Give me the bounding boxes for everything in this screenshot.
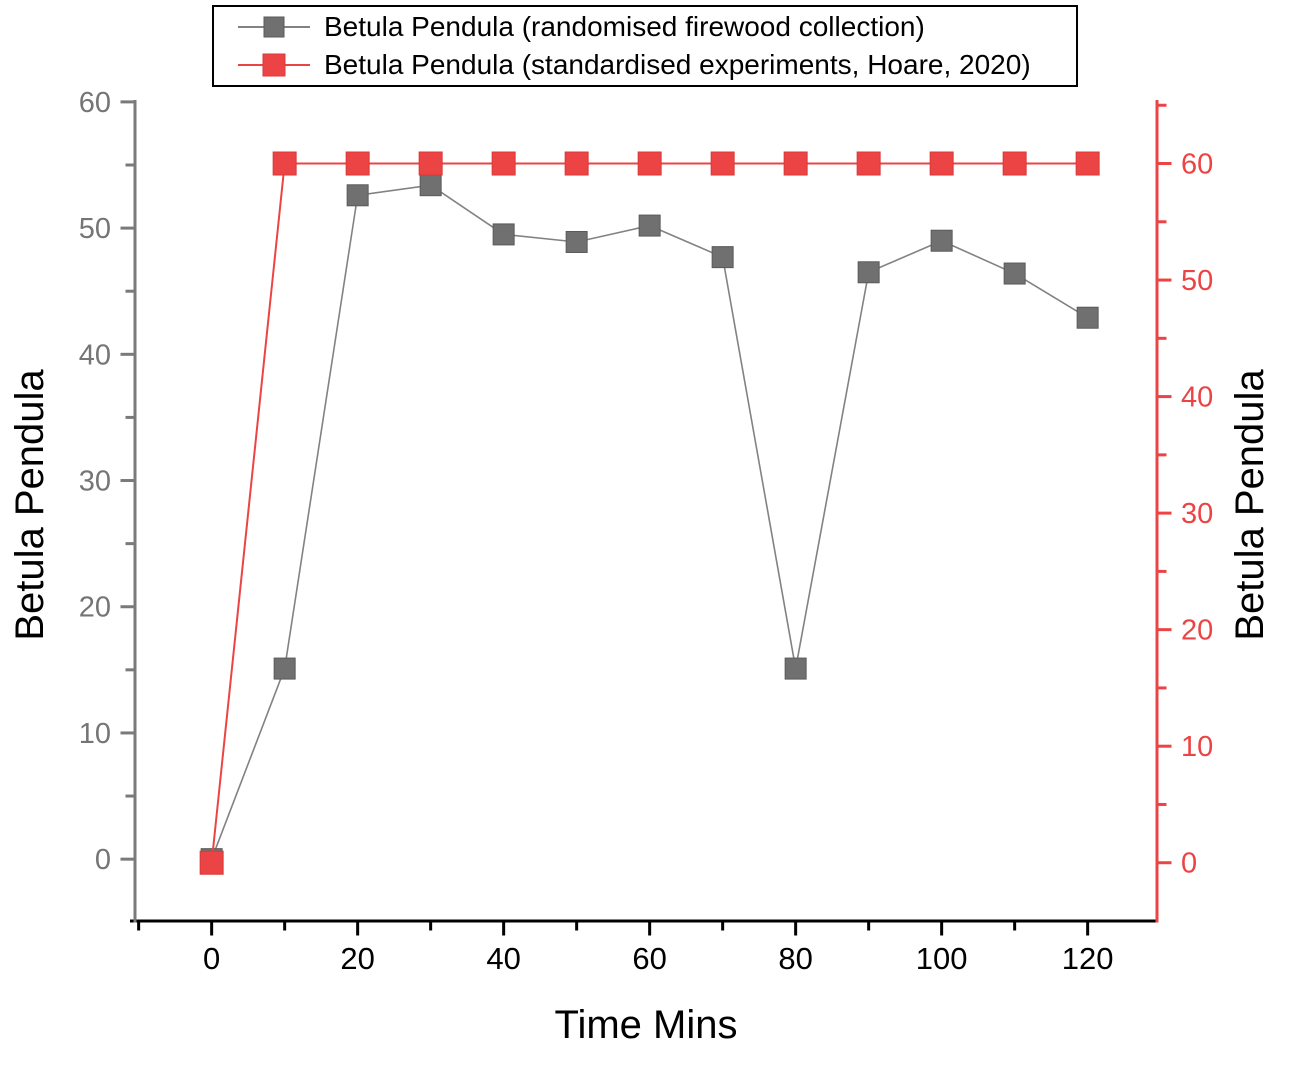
right-tick-label: 30 bbox=[1181, 498, 1213, 530]
x-axis-title: Time Mins bbox=[554, 1003, 738, 1047]
series-1-marker bbox=[272, 151, 297, 176]
right-tick-label: 0 bbox=[1181, 848, 1197, 880]
series-1-marker bbox=[783, 151, 808, 176]
legend-label: Betula Pendula (randomised firewood coll… bbox=[324, 11, 925, 43]
series-1-marker bbox=[345, 151, 370, 176]
series-1-marker bbox=[637, 151, 662, 176]
x-tick-label: 0 bbox=[203, 941, 220, 976]
series-0-marker bbox=[930, 229, 953, 252]
series-0-marker bbox=[638, 214, 661, 237]
series-0-line bbox=[210, 184, 1089, 860]
series-1-line bbox=[210, 162, 1088, 863]
right-axis-title: Betula Pendula bbox=[1228, 369, 1272, 641]
series-0-marker bbox=[857, 261, 880, 284]
series-1-marker bbox=[856, 151, 881, 176]
series-0-marker bbox=[1076, 306, 1099, 329]
legend-label: Betula Pendula (standardised experiments… bbox=[324, 48, 1031, 80]
left-tick-label: 10 bbox=[79, 718, 111, 750]
series-1-marker bbox=[1075, 151, 1100, 176]
left-tick-label: 50 bbox=[79, 213, 111, 245]
series-1-marker bbox=[929, 151, 954, 176]
legend: Betula Pendula (randomised firewood coll… bbox=[212, 5, 1078, 87]
series-0-marker bbox=[784, 657, 807, 680]
legend-symbol-series-0 bbox=[238, 16, 310, 38]
series-1-marker bbox=[418, 151, 443, 176]
legend-item: Betula Pendula (standardised experiments… bbox=[238, 48, 1076, 82]
series-1-marker bbox=[491, 151, 516, 176]
right-tick-label: 40 bbox=[1181, 382, 1213, 414]
series-1-marker bbox=[710, 151, 735, 176]
left-tick-label: 30 bbox=[79, 466, 111, 498]
right-tick-label: 10 bbox=[1181, 731, 1213, 763]
left-axis-title: Betula Pendula bbox=[8, 369, 52, 641]
series-1-marker bbox=[1002, 151, 1027, 176]
x-tick-label: 80 bbox=[778, 941, 812, 976]
series-1-marker bbox=[564, 151, 589, 176]
right-tick-label: 50 bbox=[1181, 265, 1213, 297]
series-0-marker bbox=[1003, 262, 1026, 285]
right-tick-label: 20 bbox=[1181, 615, 1213, 647]
x-tick-label: 40 bbox=[486, 941, 520, 976]
series-0-marker bbox=[419, 174, 442, 197]
series-0-marker bbox=[273, 657, 296, 680]
left-tick-label: 60 bbox=[79, 87, 111, 119]
left-tick-label: 40 bbox=[79, 339, 111, 371]
x-tick-label: 60 bbox=[632, 941, 666, 976]
series-1-marker bbox=[199, 850, 224, 875]
series-0-marker bbox=[346, 184, 369, 207]
right-tick-label: 60 bbox=[1181, 149, 1213, 181]
legend-item: Betula Pendula (randomised firewood coll… bbox=[238, 10, 1076, 44]
series-0-marker bbox=[711, 246, 734, 269]
left-tick-label: 0 bbox=[95, 844, 111, 876]
x-tick-label: 120 bbox=[1062, 941, 1114, 976]
series-0-marker bbox=[565, 230, 588, 253]
series-0-marker bbox=[492, 223, 515, 246]
left-tick-label: 20 bbox=[79, 592, 111, 624]
x-tick-label: 100 bbox=[916, 941, 968, 976]
legend-symbol-series-1 bbox=[238, 53, 310, 77]
x-tick-label: 20 bbox=[340, 941, 374, 976]
